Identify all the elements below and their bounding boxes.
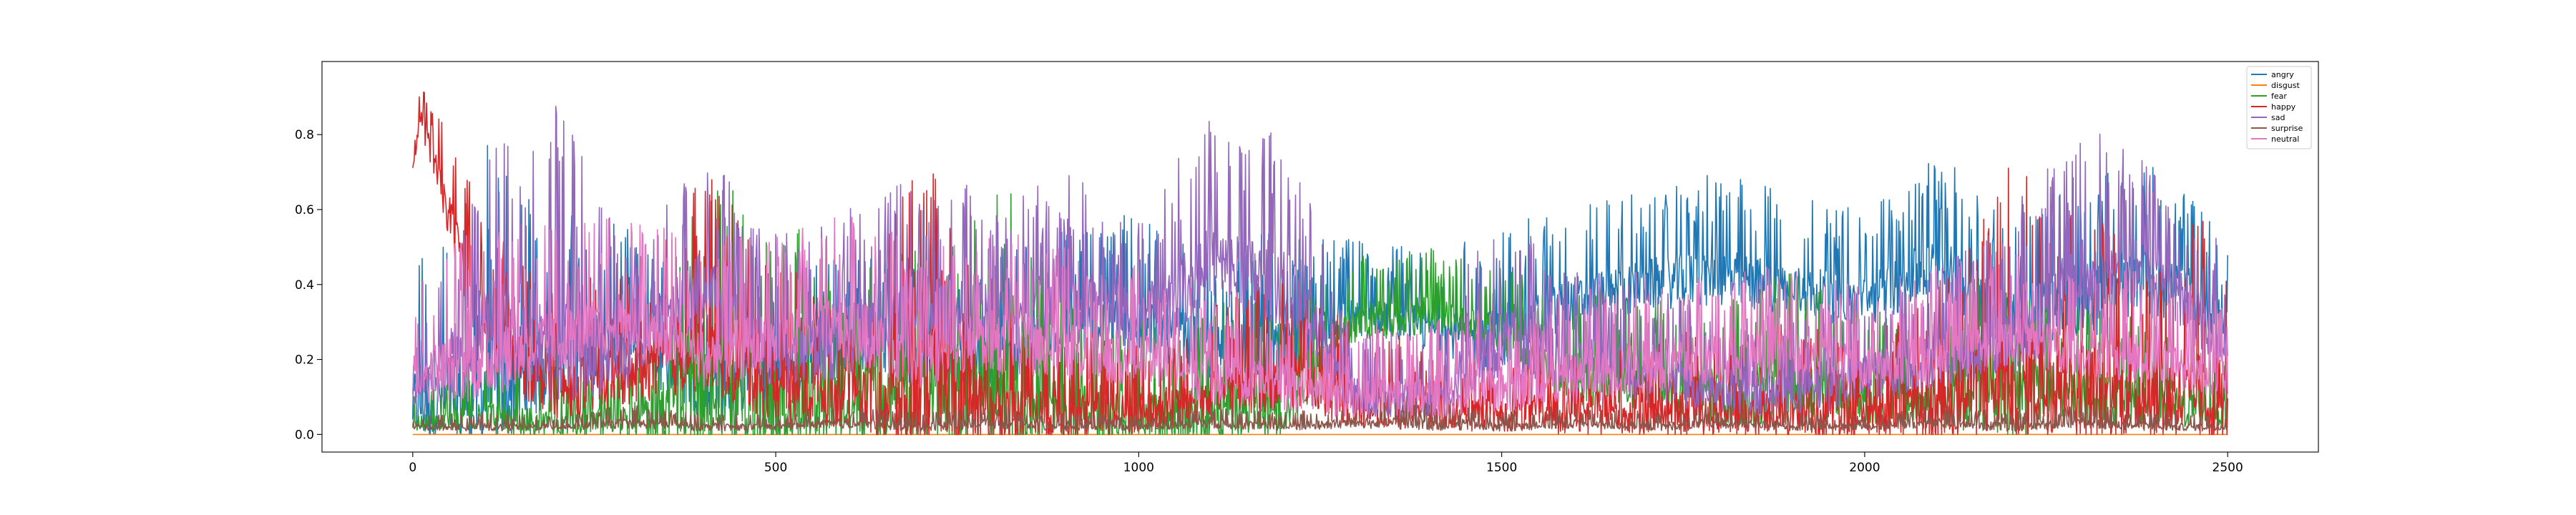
y-tick-label: 0.8 bbox=[295, 128, 314, 142]
legend-label-neutral: neutral bbox=[2271, 134, 2299, 144]
plot-frame bbox=[321, 61, 2319, 453]
series-line-surprise bbox=[412, 398, 2228, 432]
legend-label-fear: fear bbox=[2271, 92, 2287, 101]
legend-label-happy: happy bbox=[2271, 102, 2296, 112]
legend-label-surprise: surprise bbox=[2271, 124, 2303, 133]
x-axis: 0 500 1000 1500 2000 2500 bbox=[409, 452, 2243, 475]
series-line-neutral bbox=[412, 216, 2228, 418]
legend-label-angry: angry bbox=[2271, 70, 2294, 79]
legend-label-sad: sad bbox=[2271, 113, 2285, 122]
x-tick-label: 1500 bbox=[1486, 461, 1517, 475]
x-tick-label: 2500 bbox=[2212, 461, 2243, 475]
y-tick-label: 0.2 bbox=[295, 353, 314, 368]
legend-label-disgust: disgust bbox=[2271, 81, 2300, 90]
y-axis: 0.0 0.2 0.4 0.6 0.8 bbox=[295, 128, 322, 442]
x-tick-label: 2000 bbox=[1849, 461, 1880, 475]
x-tick-label: 1000 bbox=[1123, 461, 1154, 475]
y-tick-label: 0.4 bbox=[295, 278, 314, 293]
y-tick-label: 0.6 bbox=[295, 203, 314, 217]
x-tick-label: 500 bbox=[764, 461, 787, 475]
x-tick-label: 0 bbox=[409, 461, 416, 475]
series-layer bbox=[412, 91, 2228, 436]
y-tick-label: 0.0 bbox=[295, 428, 314, 442]
